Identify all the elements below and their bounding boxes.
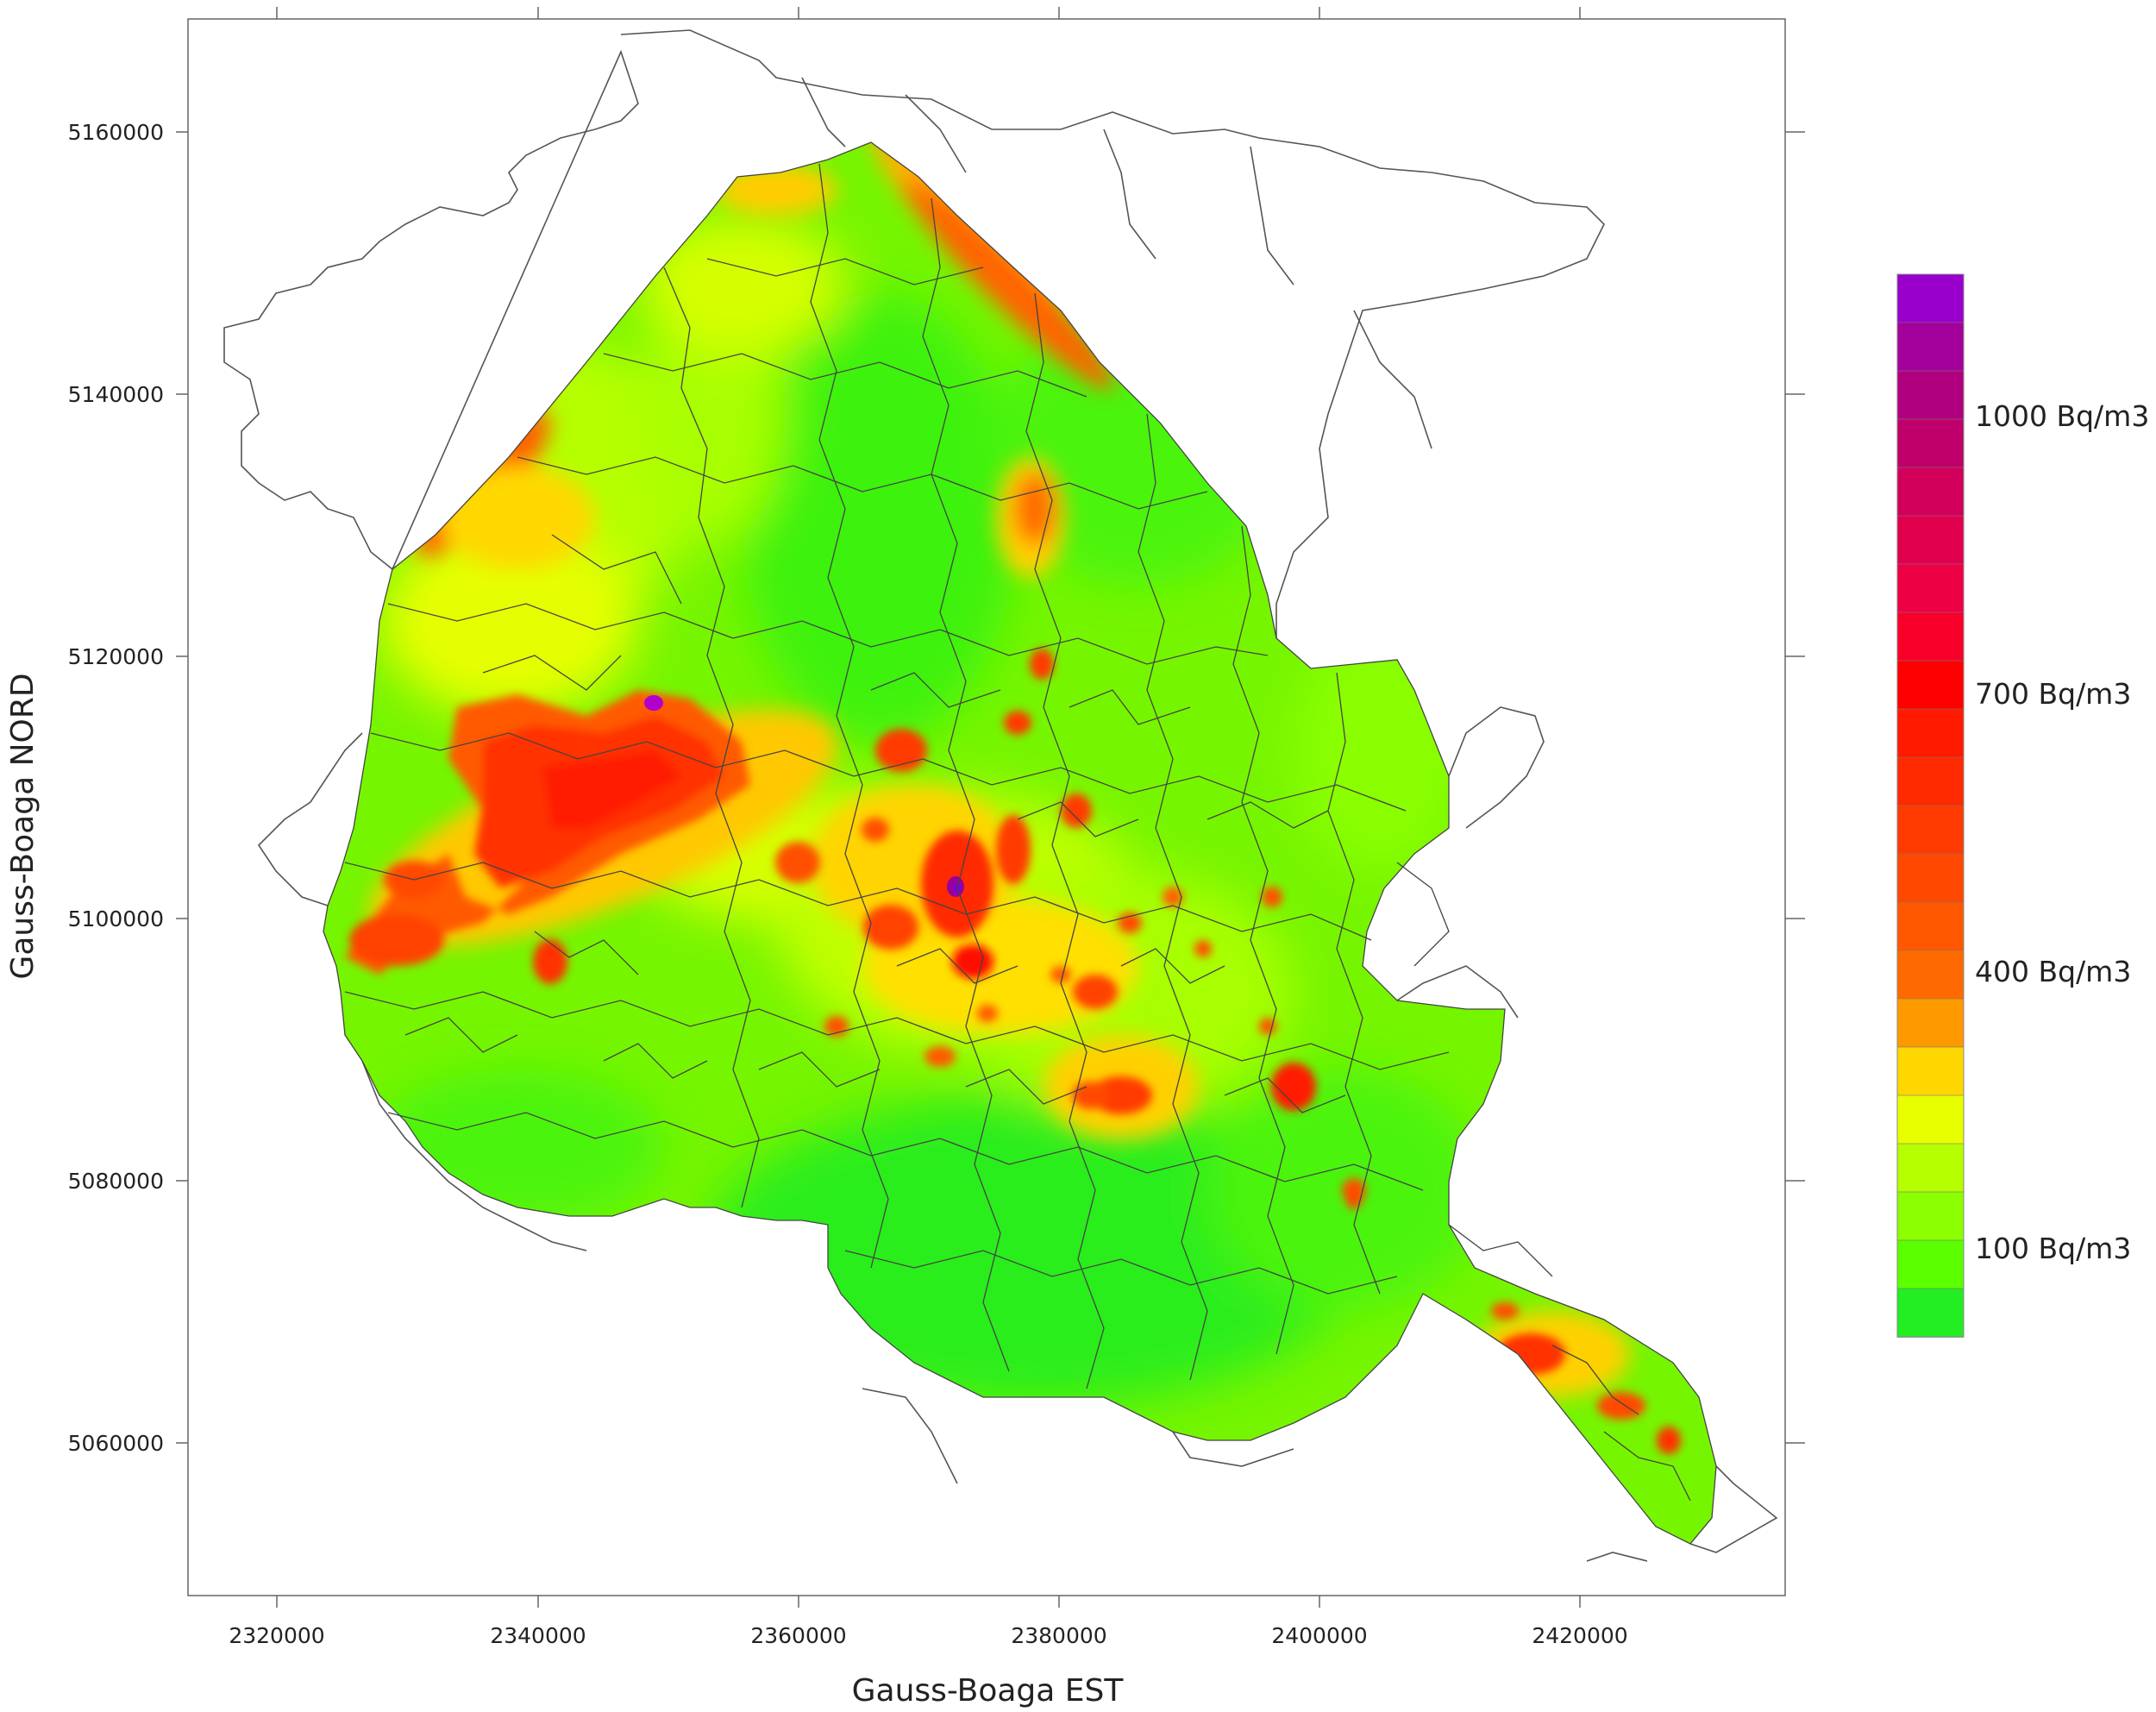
legend-frame bbox=[1896, 273, 1965, 1338]
concentration-surface bbox=[323, 142, 1716, 1544]
legend-swatch bbox=[1896, 273, 1965, 323]
legend-swatch bbox=[1896, 1046, 1965, 1096]
legend-swatch bbox=[1896, 322, 1965, 372]
legend-swatch bbox=[1896, 563, 1965, 613]
legend-swatch bbox=[1896, 611, 1965, 662]
legend-swatch bbox=[1896, 1288, 1965, 1338]
x-tick-label: 2420000 bbox=[1532, 1623, 1627, 1648]
legend-label-100: 100 Bq/m3 bbox=[1975, 1232, 2131, 1265]
legend-swatch bbox=[1896, 1191, 1965, 1241]
y-tick-label: 5060000 bbox=[68, 1431, 164, 1456]
y-tick-label: 5160000 bbox=[68, 120, 164, 145]
x-tick-labels: 2320000 2340000 2360000 2380000 2400000 … bbox=[229, 1623, 1627, 1648]
legend-swatch bbox=[1896, 1143, 1965, 1193]
y-tick-label: 5080000 bbox=[68, 1169, 164, 1194]
legend-swatch bbox=[1896, 418, 1965, 468]
x-tick-label: 2380000 bbox=[1011, 1623, 1106, 1648]
legend-swatch bbox=[1896, 950, 1965, 1000]
legend-label-700: 700 Bq/m3 bbox=[1975, 677, 2131, 711]
legend-swatch bbox=[1896, 370, 1965, 420]
municipal-boundaries bbox=[323, 141, 1717, 1545]
x-tick-label: 2360000 bbox=[750, 1623, 846, 1648]
legend-swatch bbox=[1896, 805, 1965, 855]
plot-frame bbox=[187, 18, 1786, 1596]
legend-swatch bbox=[1896, 853, 1965, 903]
legend-swatch bbox=[1896, 998, 1965, 1048]
legend-swatch bbox=[1896, 756, 1965, 806]
y-axis-ticks bbox=[176, 131, 1805, 1444]
outer-boundaries bbox=[223, 29, 1778, 1562]
legend-swatch bbox=[1896, 708, 1965, 758]
y-tick-labels: 5160000 5140000 5120000 5100000 5080000 … bbox=[68, 120, 164, 1456]
x-axis-title: Gauss-Boaga EST bbox=[852, 1673, 1125, 1709]
y-tick-label: 5140000 bbox=[68, 382, 164, 407]
legend-label-400: 400 Bq/m3 bbox=[1975, 955, 2131, 988]
x-tick-label: 2400000 bbox=[1271, 1623, 1367, 1648]
legend-swatch bbox=[1896, 660, 1965, 710]
color-legend bbox=[1896, 273, 1965, 1338]
y-tick-label: 5120000 bbox=[68, 644, 164, 669]
legend-swatch bbox=[1896, 1094, 1965, 1144]
legend-swatch bbox=[1896, 515, 1965, 565]
x-axis-ticks bbox=[276, 7, 1581, 1608]
y-tick-label: 5100000 bbox=[68, 906, 164, 931]
x-tick-label: 2320000 bbox=[229, 1623, 324, 1648]
legend-swatch bbox=[1896, 467, 1965, 517]
x-tick-label: 2340000 bbox=[490, 1623, 586, 1648]
legend-swatch bbox=[1896, 1239, 1965, 1289]
legend-label-1000: 1000 Bq/m3 bbox=[1975, 399, 2149, 433]
y-axis-title: Gauss-Boaga NORD bbox=[5, 673, 41, 979]
legend-swatch bbox=[1896, 901, 1965, 951]
